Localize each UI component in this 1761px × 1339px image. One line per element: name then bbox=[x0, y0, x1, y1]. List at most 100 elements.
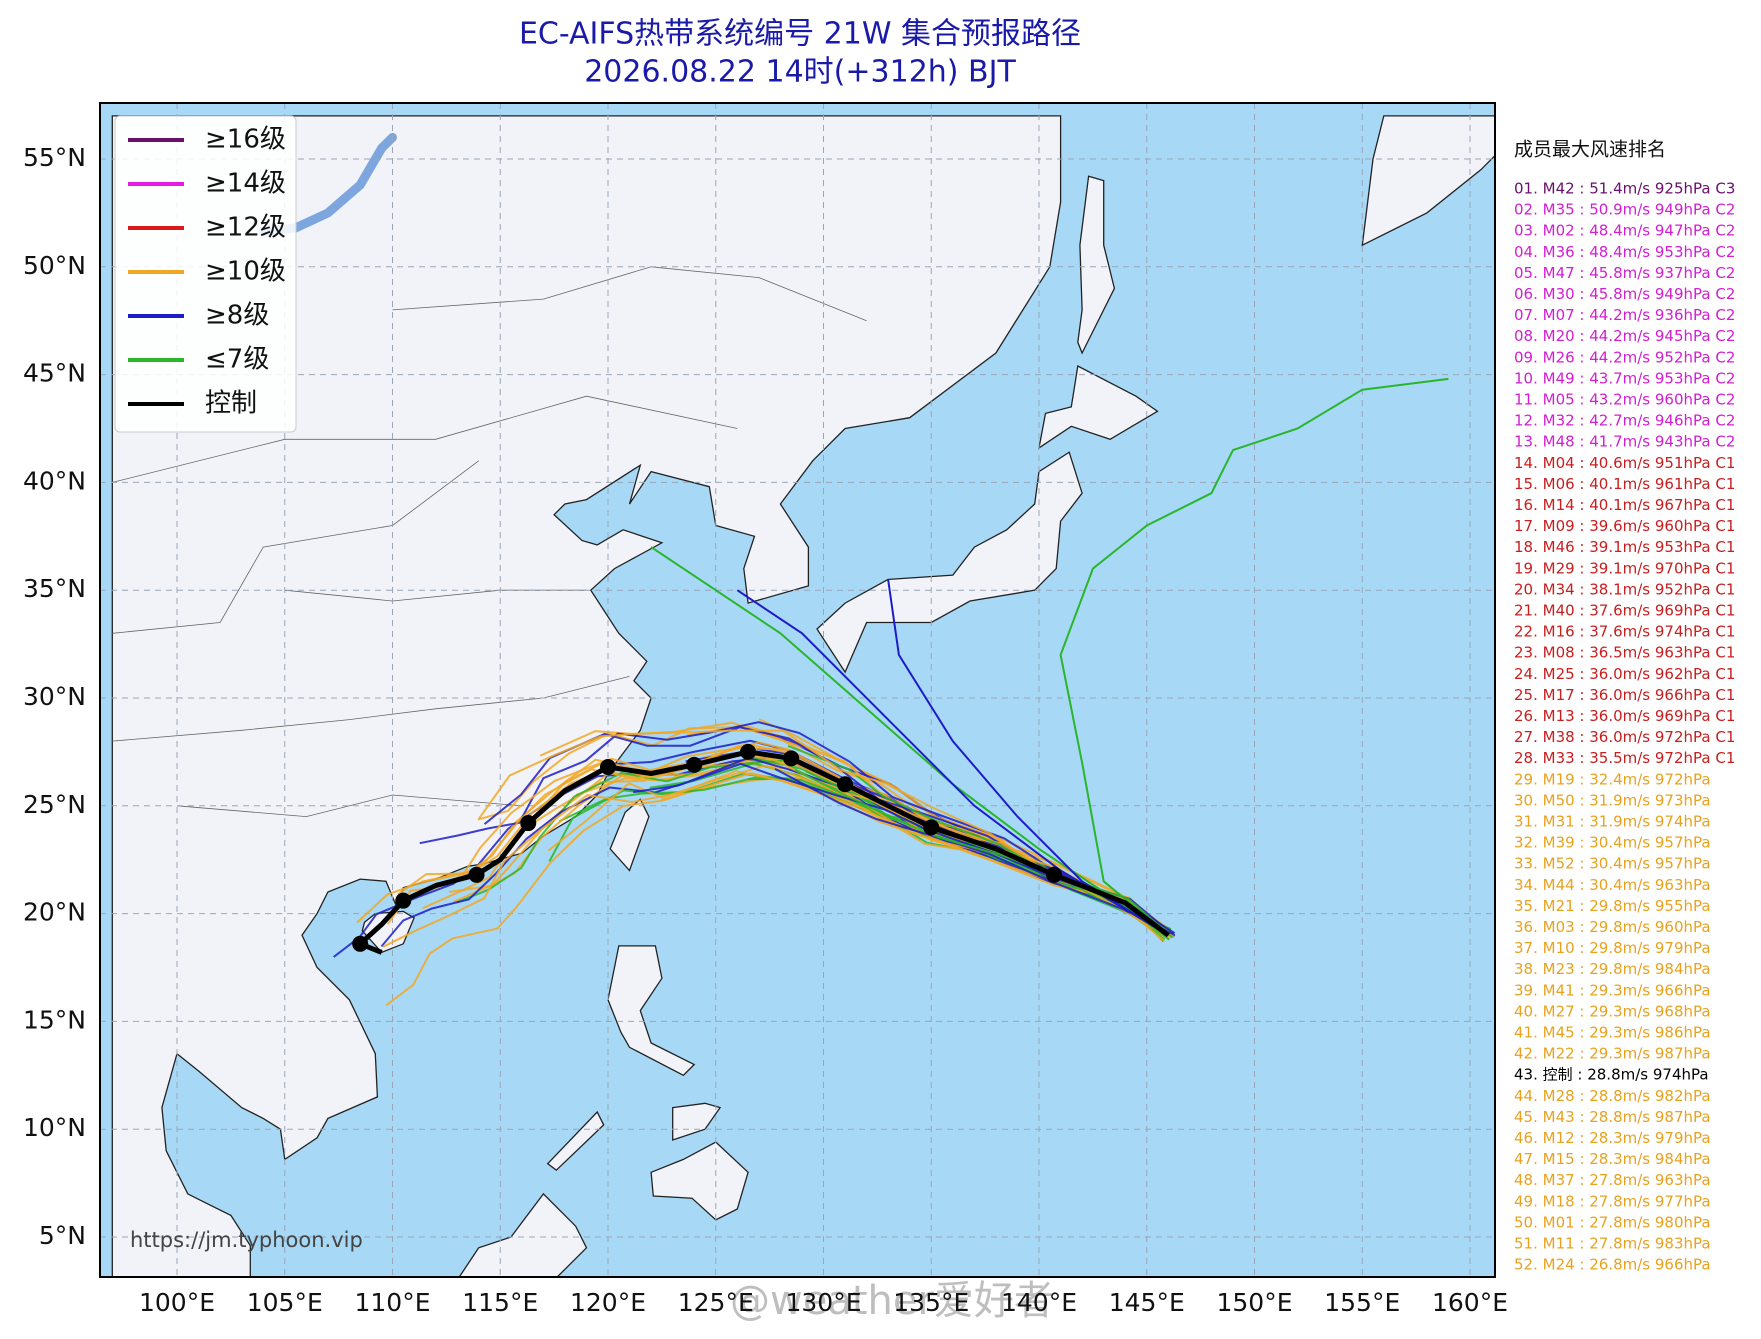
lon-label: 120°E bbox=[570, 1288, 646, 1317]
ranking-item: 16. M14 : 40.1m/s 967hPa C1 bbox=[1514, 496, 1735, 514]
lat-label: 5°N bbox=[39, 1221, 86, 1250]
control-point bbox=[520, 815, 537, 832]
ranking-item: 25. M17 : 36.0m/s 966hPa C1 bbox=[1514, 686, 1735, 704]
ranking-item: 36. M03 : 29.8m/s 960hPa bbox=[1514, 918, 1711, 936]
border bbox=[112, 460, 479, 634]
lon-label: 150°E bbox=[1216, 1288, 1292, 1317]
lon-label: 125°E bbox=[678, 1288, 754, 1317]
ranking-item: 15. M06 : 40.1m/s 961hPa C1 bbox=[1514, 475, 1735, 493]
ranking-item: 27. M38 : 36.0m/s 972hPa C1 bbox=[1514, 728, 1735, 746]
lat-label: 35°N bbox=[23, 574, 86, 603]
watermark: @weather爱好者 bbox=[730, 1278, 1054, 1324]
ranking-item: 50. M01 : 27.8m/s 980hPa bbox=[1514, 1213, 1711, 1231]
lon-label: 155°E bbox=[1324, 1288, 1400, 1317]
border bbox=[176, 794, 522, 818]
legend-box bbox=[114, 115, 297, 433]
lat-label: 25°N bbox=[23, 790, 86, 819]
lat-label: 30°N bbox=[23, 682, 86, 711]
lat-label: 10°N bbox=[23, 1113, 86, 1142]
control-point bbox=[740, 743, 757, 760]
ranking-item: 04. M36 : 48.4m/s 953hPa C2 bbox=[1514, 243, 1735, 261]
lon-label: 135°E bbox=[893, 1288, 969, 1317]
ranking-item: 39. M41 : 29.3m/s 966hPa bbox=[1514, 981, 1711, 999]
ranking-item: 21. M40 : 37.6m/s 969hPa C1 bbox=[1514, 602, 1735, 620]
subtitle: 2026.08.22 14时(+312h) BJT bbox=[584, 55, 1016, 90]
lat-label: 45°N bbox=[23, 359, 86, 388]
ranking-title: 成员最大风速排名 bbox=[1514, 139, 1666, 161]
land bbox=[607, 945, 696, 1077]
control-point bbox=[1046, 866, 1063, 883]
ranking-item: 43. 控制 : 28.8m/s 974hPa bbox=[1514, 1066, 1709, 1084]
ranking-item: 09. M26 : 44.2m/s 952hPa C2 bbox=[1514, 348, 1735, 366]
land bbox=[111, 115, 1062, 1277]
legend-label: ≥12级 bbox=[205, 213, 286, 243]
ranking-item: 35. M21 : 29.8m/s 955hPa bbox=[1514, 897, 1711, 915]
border bbox=[112, 676, 630, 742]
ranking-item: 12. M32 : 42.7m/s 946hPa C2 bbox=[1514, 412, 1735, 430]
source: https://jm.typhoon.vip bbox=[130, 1228, 363, 1252]
border bbox=[112, 395, 738, 483]
ranking-item: 51. M11 : 27.8m/s 983hPa bbox=[1514, 1235, 1711, 1253]
land bbox=[672, 1102, 722, 1141]
ranking-item: 23. M08 : 36.5m/s 963hPa C1 bbox=[1514, 644, 1735, 662]
member-track bbox=[419, 721, 1168, 933]
ranking-item: 46. M12 : 28.3m/s 979hPa bbox=[1514, 1129, 1711, 1147]
control-point bbox=[352, 935, 369, 952]
ranking-item: 06. M30 : 45.8m/s 949hPa C2 bbox=[1514, 285, 1735, 303]
lon-label: 160°E bbox=[1432, 1288, 1508, 1317]
title: EC-AIFS热带系统编号 21W 集合预报路径 bbox=[519, 17, 1081, 52]
control-point bbox=[468, 866, 485, 883]
lat-label: 20°N bbox=[23, 898, 86, 927]
ranking-item: 29. M19 : 32.4m/s 972hPa bbox=[1514, 770, 1711, 788]
ranking-item: 49. M18 : 27.8m/s 977hPa bbox=[1514, 1192, 1711, 1210]
land bbox=[1361, 115, 1495, 247]
ranking-item: 32. M39 : 30.4m/s 957hPa bbox=[1514, 834, 1711, 852]
land bbox=[609, 798, 650, 872]
land bbox=[458, 1192, 588, 1277]
legend-label: ≥16级 bbox=[205, 125, 286, 155]
ranking-item: 28. M33 : 35.5m/s 972hPa C1 bbox=[1514, 749, 1735, 767]
control-point bbox=[600, 758, 616, 775]
ranking-item: 03. M02 : 48.4m/s 947hPa C2 bbox=[1514, 222, 1735, 240]
legend-label: ≥8级 bbox=[205, 301, 269, 331]
ranking-item: 13. M48 : 41.7m/s 943hPa C2 bbox=[1514, 433, 1735, 451]
member-track bbox=[758, 718, 1172, 934]
legend-label: ≥14级 bbox=[205, 169, 286, 199]
ranking-item: 10. M49 : 43.7m/s 953hPa C2 bbox=[1514, 369, 1735, 387]
ranking-item: 33. M52 : 30.4m/s 957hPa bbox=[1514, 855, 1711, 873]
ranking-item: 05. M47 : 45.8m/s 937hPa C2 bbox=[1514, 264, 1735, 282]
land bbox=[1038, 365, 1159, 450]
ranking-item: 41. M45 : 29.3m/s 986hPa bbox=[1514, 1024, 1711, 1042]
lon-label: 140°E bbox=[1001, 1288, 1077, 1317]
ranking-item: 02. M35 : 50.9m/s 949hPa C2 bbox=[1514, 201, 1735, 219]
lon-label: 130°E bbox=[785, 1288, 861, 1317]
ranking-item: 18. M46 : 39.1m/s 953hPa C1 bbox=[1514, 538, 1735, 556]
ranking-item: 34. M44 : 30.4m/s 963hPa bbox=[1514, 876, 1711, 894]
ranking-item: 45. M43 : 28.8m/s 987hPa bbox=[1514, 1108, 1711, 1126]
ranking-item: 22. M16 : 37.6m/s 974hPa C1 bbox=[1514, 623, 1735, 641]
ranking-item: 52. M24 : 26.8m/s 966hPa bbox=[1514, 1256, 1711, 1274]
control-point bbox=[686, 756, 703, 773]
land bbox=[1077, 175, 1116, 355]
lat-label: 50°N bbox=[23, 251, 86, 280]
ranking-item: 24. M25 : 36.0m/s 962hPa C1 bbox=[1514, 665, 1735, 683]
land bbox=[650, 1141, 749, 1221]
ranking-item: 30. M50 : 31.9m/s 973hPa bbox=[1514, 791, 1711, 809]
ranking-item: 44. M28 : 28.8m/s 982hPa bbox=[1514, 1087, 1711, 1105]
map bbox=[100, 103, 1495, 1277]
ranking-item: 31. M31 : 31.9m/s 974hPa bbox=[1514, 813, 1711, 831]
control-track bbox=[357, 749, 1170, 955]
lon-label: 100°E bbox=[139, 1288, 215, 1317]
ranking-item: 47. M15 : 28.3m/s 984hPa bbox=[1514, 1150, 1711, 1168]
ranking-item: 37. M10 : 29.8m/s 979hPa bbox=[1514, 939, 1711, 957]
control-point bbox=[783, 750, 800, 767]
ranking-item: 40. M27 : 29.3m/s 968hPa bbox=[1514, 1002, 1711, 1020]
member-track bbox=[478, 729, 1165, 942]
ranking-item: 07. M07 : 44.2m/s 936hPa C2 bbox=[1514, 306, 1735, 324]
lon-label: 105°E bbox=[247, 1288, 323, 1317]
ranking-item: 01. M42 : 51.4m/s 925hPa C3 bbox=[1514, 180, 1735, 198]
control-point bbox=[395, 892, 412, 909]
control-point bbox=[923, 819, 940, 836]
